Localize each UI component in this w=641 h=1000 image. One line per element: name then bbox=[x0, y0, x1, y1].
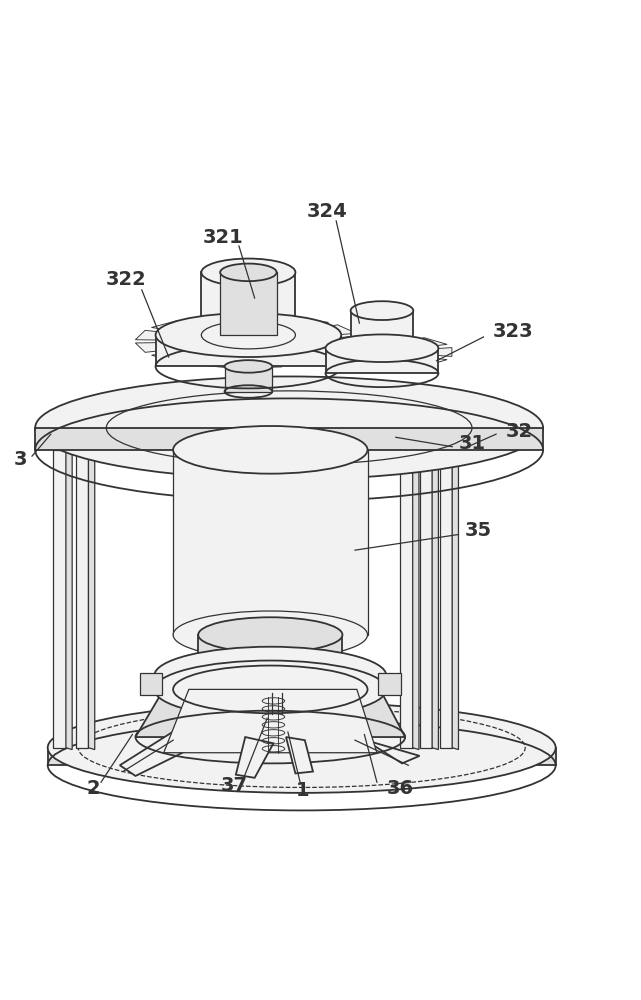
Polygon shape bbox=[415, 358, 447, 366]
Text: 2: 2 bbox=[87, 779, 100, 798]
Text: 324: 324 bbox=[306, 202, 347, 221]
Polygon shape bbox=[400, 450, 413, 748]
Polygon shape bbox=[376, 334, 412, 339]
Polygon shape bbox=[224, 366, 272, 392]
Polygon shape bbox=[76, 450, 88, 748]
Polygon shape bbox=[173, 450, 367, 635]
Polygon shape bbox=[190, 360, 231, 368]
Ellipse shape bbox=[173, 611, 367, 659]
Polygon shape bbox=[326, 348, 438, 373]
Polygon shape bbox=[154, 676, 387, 689]
Polygon shape bbox=[198, 635, 342, 676]
Polygon shape bbox=[437, 348, 452, 356]
Ellipse shape bbox=[173, 426, 367, 474]
Ellipse shape bbox=[47, 703, 556, 793]
Polygon shape bbox=[120, 728, 195, 776]
Polygon shape bbox=[35, 428, 543, 450]
Text: 1: 1 bbox=[296, 781, 310, 800]
Ellipse shape bbox=[154, 647, 387, 704]
Ellipse shape bbox=[326, 334, 438, 362]
Polygon shape bbox=[420, 450, 432, 748]
Ellipse shape bbox=[220, 264, 277, 281]
Ellipse shape bbox=[198, 658, 342, 693]
Polygon shape bbox=[88, 450, 95, 750]
Polygon shape bbox=[151, 320, 191, 330]
Polygon shape bbox=[340, 337, 360, 346]
Polygon shape bbox=[242, 362, 282, 368]
Polygon shape bbox=[321, 348, 356, 358]
Polygon shape bbox=[376, 365, 412, 370]
Polygon shape bbox=[163, 689, 377, 753]
Polygon shape bbox=[156, 335, 341, 366]
Text: 323: 323 bbox=[493, 322, 533, 341]
Polygon shape bbox=[287, 317, 328, 326]
Polygon shape bbox=[190, 315, 231, 323]
Polygon shape bbox=[151, 353, 191, 362]
Polygon shape bbox=[331, 362, 367, 369]
Polygon shape bbox=[287, 357, 328, 366]
Text: 3: 3 bbox=[14, 450, 28, 469]
Polygon shape bbox=[331, 335, 367, 342]
Polygon shape bbox=[440, 450, 452, 748]
Text: 37: 37 bbox=[221, 776, 248, 795]
Polygon shape bbox=[378, 673, 401, 695]
Polygon shape bbox=[236, 737, 274, 778]
Polygon shape bbox=[140, 673, 162, 695]
Polygon shape bbox=[345, 728, 420, 763]
Text: 32: 32 bbox=[506, 422, 533, 441]
Polygon shape bbox=[310, 342, 335, 351]
Polygon shape bbox=[135, 330, 163, 340]
Ellipse shape bbox=[201, 259, 296, 286]
Polygon shape bbox=[310, 353, 335, 362]
Polygon shape bbox=[53, 450, 66, 748]
Text: 35: 35 bbox=[465, 521, 492, 540]
Polygon shape bbox=[432, 450, 438, 750]
Ellipse shape bbox=[351, 301, 413, 320]
Polygon shape bbox=[321, 325, 356, 335]
Ellipse shape bbox=[198, 617, 342, 652]
Polygon shape bbox=[415, 338, 447, 346]
Ellipse shape bbox=[154, 661, 387, 718]
Polygon shape bbox=[351, 311, 413, 348]
Polygon shape bbox=[413, 450, 419, 750]
Text: 31: 31 bbox=[458, 434, 486, 453]
Ellipse shape bbox=[156, 313, 341, 357]
Polygon shape bbox=[66, 450, 72, 750]
Polygon shape bbox=[220, 272, 277, 335]
Polygon shape bbox=[47, 748, 556, 765]
Ellipse shape bbox=[224, 360, 272, 373]
Polygon shape bbox=[135, 689, 405, 737]
Polygon shape bbox=[286, 737, 313, 773]
Ellipse shape bbox=[35, 376, 543, 479]
Polygon shape bbox=[201, 272, 296, 335]
Text: 322: 322 bbox=[106, 270, 147, 289]
Text: 36: 36 bbox=[387, 779, 413, 798]
Polygon shape bbox=[135, 343, 163, 352]
Polygon shape bbox=[452, 450, 458, 750]
Text: 321: 321 bbox=[203, 228, 244, 247]
